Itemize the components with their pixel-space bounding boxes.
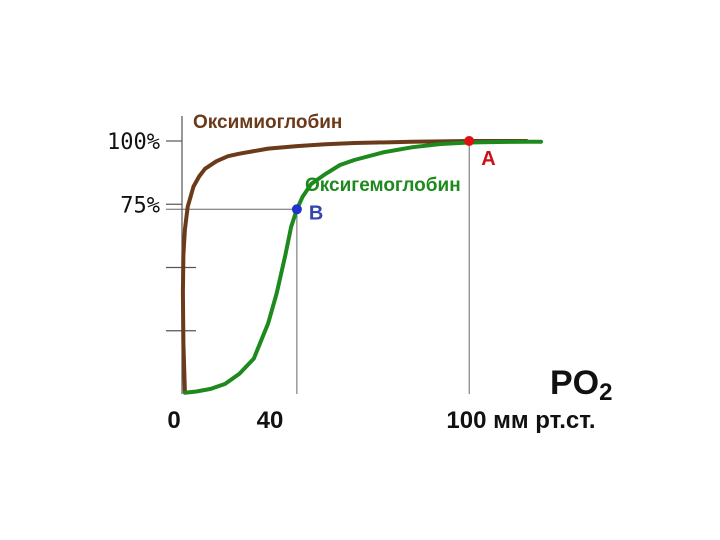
x-ticks: 0 40 100 мм рт.ст. (167, 407, 595, 434)
y-tick-label-1: 75% (120, 193, 160, 218)
data-points: АВ (291, 136, 496, 224)
point-0 (464, 136, 475, 146)
series-line-oxymyoglobin (180, 139, 529, 394)
series (180, 139, 543, 395)
x-axis-label: PO2 (550, 364, 612, 406)
text-labels: Оксимиоглобин Оксигемоглобин PO2 (193, 112, 612, 406)
point-label-1: В (309, 202, 323, 224)
series-label-oxymyoglobin: Оксимиоглобин (193, 112, 342, 133)
x-tick-label-2: 100 мм рт.ст. (446, 407, 595, 434)
y-ticks: 100% 75% (107, 130, 196, 332)
y-tick-label-0: 100% (107, 130, 160, 155)
series-line-oxyhemoglobin (182, 139, 543, 395)
x-axis-label-main: PO (550, 364, 599, 402)
point-1 (291, 204, 302, 215)
x-tick-label-1: 40 (257, 407, 284, 434)
x-axis-label-subscript: 2 (599, 379, 612, 406)
x-tick-label-0: 0 (167, 407, 180, 434)
point-label-0: А (481, 148, 495, 170)
series-label-oxyhemoglobin: Оксигемоглобин (305, 175, 461, 196)
